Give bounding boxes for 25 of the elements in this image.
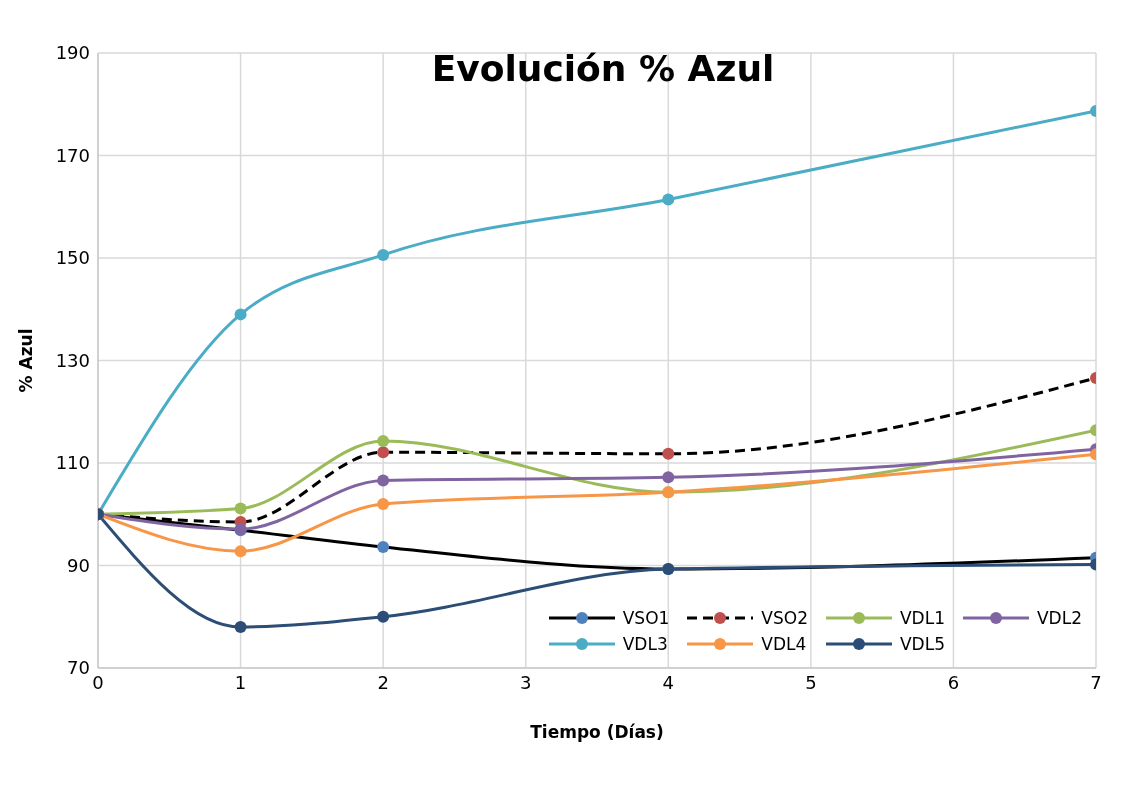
y-tick-label: 170 xyxy=(55,144,90,166)
legend-label: VDL2 xyxy=(1036,608,1082,628)
legend-label: VSO1 xyxy=(622,608,670,628)
x-tick-label: 7 xyxy=(1090,671,1102,693)
chart-title: Evolución % Azul xyxy=(430,48,776,89)
legend-label: VDL1 xyxy=(899,608,945,628)
x-tick-label: 2 xyxy=(377,671,389,693)
x-tick-label: 5 xyxy=(805,671,817,693)
y-tick-label: 150 xyxy=(55,247,90,269)
legend-label: VDL3 xyxy=(622,634,668,654)
legend-label: VDL4 xyxy=(761,634,807,654)
y-axis-title: % Azul xyxy=(16,328,37,393)
legend-label: VSO2 xyxy=(761,608,808,628)
x-tick-label: 0 xyxy=(92,671,104,693)
x-tick-label: 4 xyxy=(662,671,675,693)
legend-label: VDL5 xyxy=(899,634,945,654)
x-tick-label: 3 xyxy=(519,671,532,693)
y-tick-label: 190 xyxy=(55,42,90,64)
x-tick-label: 6 xyxy=(947,671,960,693)
x-axis-title: Tiempo (Días) xyxy=(530,722,664,742)
y-tick-label: 110 xyxy=(55,452,90,474)
y-tick-label: 130 xyxy=(55,349,90,371)
y-tick-label: 70 xyxy=(67,657,90,679)
y-tick-label: 90 xyxy=(67,554,90,576)
x-tick-label: 1 xyxy=(234,671,247,693)
